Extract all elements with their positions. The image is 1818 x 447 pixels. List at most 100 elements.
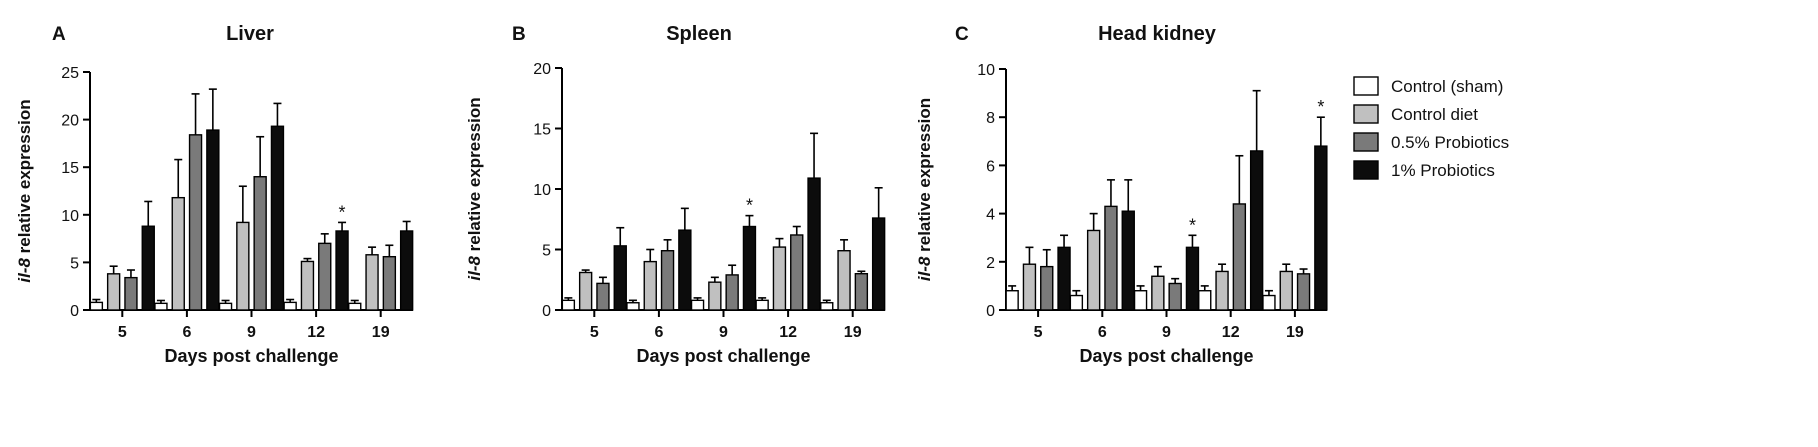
- bar: [871, 217, 886, 311]
- legend-label: 0.5% Probiotics: [1391, 133, 1509, 152]
- bar: [1121, 210, 1135, 311]
- y-axis-label-gene: il-8: [465, 256, 484, 281]
- bar: [1168, 282, 1182, 311]
- bar: [1086, 229, 1101, 311]
- bar: [1104, 205, 1118, 311]
- bar: [206, 129, 220, 311]
- x-tick-label: 6: [182, 324, 191, 341]
- y-tick-label: 0: [542, 303, 551, 320]
- y-tick-label: 6: [986, 158, 995, 175]
- panel-letter: C: [955, 24, 969, 45]
- bar: [1151, 275, 1165, 311]
- bar: [335, 230, 349, 311]
- bar: [660, 250, 675, 311]
- bar: [300, 260, 315, 311]
- significance-marker: *: [1317, 97, 1324, 117]
- bar: [124, 276, 138, 311]
- x-axis-label: Days post challenge: [636, 346, 810, 366]
- significance-marker: *: [746, 196, 753, 216]
- y-axis-label-text: relative expression: [15, 99, 34, 258]
- bar: [578, 271, 593, 311]
- y-axis-label: il-8 relative expression: [915, 98, 934, 281]
- y-tick-label: 0: [986, 303, 995, 320]
- bar: [236, 221, 250, 311]
- significance-marker: *: [1189, 215, 1196, 235]
- bar: [106, 273, 121, 311]
- y-tick-label: 10: [977, 62, 995, 79]
- bar: [1198, 290, 1212, 311]
- bar: [348, 302, 362, 311]
- bar: [399, 230, 414, 311]
- bar: [141, 225, 155, 311]
- x-tick-label: 6: [654, 324, 663, 341]
- y-tick-label: 15: [533, 122, 551, 139]
- bar: [1185, 246, 1200, 311]
- x-tick-label: 5: [590, 324, 599, 341]
- bar: [1057, 246, 1071, 311]
- x-tick-label: 19: [372, 324, 390, 341]
- x-tick-label: 19: [1286, 324, 1304, 341]
- bar: [365, 254, 379, 311]
- panel-letter: A: [52, 24, 66, 45]
- legend: Control (sham) Control diet 0.5% Probiotic…: [1353, 76, 1509, 180]
- legend-swatch: [1353, 160, 1379, 180]
- bar: [283, 301, 297, 311]
- x-tick-label: 9: [719, 324, 728, 341]
- panel-letter: B: [512, 24, 526, 45]
- panel-c: C Head kidney 0 2 4 6 8 10 il-8 relative express…: [915, 23, 1328, 366]
- bar: [188, 134, 203, 311]
- bar: [154, 302, 168, 311]
- x-axis-label: Days post challenge: [164, 346, 338, 366]
- panel-title: Head kidney: [1098, 23, 1217, 45]
- y-axis-label: il-8 relative expression: [15, 99, 34, 282]
- x-tick-label: 9: [247, 324, 256, 341]
- x-axis-label: Days post challenge: [1079, 346, 1253, 366]
- y-tick-label: 8: [986, 110, 995, 127]
- bar: [790, 234, 804, 311]
- bar: [725, 274, 739, 311]
- x-tick-label: 12: [307, 324, 325, 341]
- legend-label: Control diet: [1391, 105, 1478, 124]
- legend-label: 1% Probiotics: [1391, 161, 1495, 180]
- y-axis-label-gene: il-8: [915, 256, 934, 281]
- bar: [1022, 263, 1037, 311]
- bar: [1133, 290, 1148, 311]
- bar: [690, 299, 705, 311]
- bar: [270, 125, 285, 311]
- bar: [1232, 203, 1247, 311]
- bar: [253, 176, 267, 311]
- bar: [1040, 265, 1054, 311]
- bar: [1314, 145, 1328, 311]
- bar: [89, 301, 104, 311]
- panel-a: A Liver 0 5 10 15 20 25 il-8 relative expression…: [15, 23, 414, 366]
- y-tick-label: 0: [70, 303, 79, 320]
- bar: [318, 242, 332, 311]
- x-tick-label: 19: [844, 324, 862, 341]
- y-tick-label: 10: [533, 182, 551, 199]
- bar: [755, 299, 769, 311]
- x-tick-label: 5: [1034, 324, 1043, 341]
- legend-swatch: [1353, 132, 1379, 152]
- bar: [382, 255, 397, 311]
- x-tick-label: 6: [1098, 324, 1107, 341]
- x-tick-label: 9: [1162, 324, 1171, 341]
- panel-b: B Spleen 0 5 10 15 20 il-8 relative expression 5…: [465, 23, 886, 366]
- bar: [1215, 270, 1229, 311]
- bar: [171, 196, 185, 311]
- bar: [1069, 294, 1084, 311]
- y-tick-label: 5: [70, 255, 79, 272]
- bar: [678, 229, 692, 311]
- x-tick-label: 5: [118, 324, 127, 341]
- panel-title: Spleen: [666, 23, 732, 45]
- bar: [1296, 273, 1311, 311]
- y-tick-label: 5: [542, 243, 551, 260]
- bar: [561, 299, 576, 311]
- panel-title: Liver: [226, 23, 274, 45]
- y-tick-label: 20: [61, 113, 79, 130]
- bar: [626, 302, 640, 311]
- bar: [854, 273, 869, 311]
- y-tick-label: 25: [61, 65, 79, 82]
- bar: [613, 245, 627, 311]
- legend-swatch: [1353, 104, 1379, 124]
- y-axis-label-text: relative expression: [915, 98, 934, 257]
